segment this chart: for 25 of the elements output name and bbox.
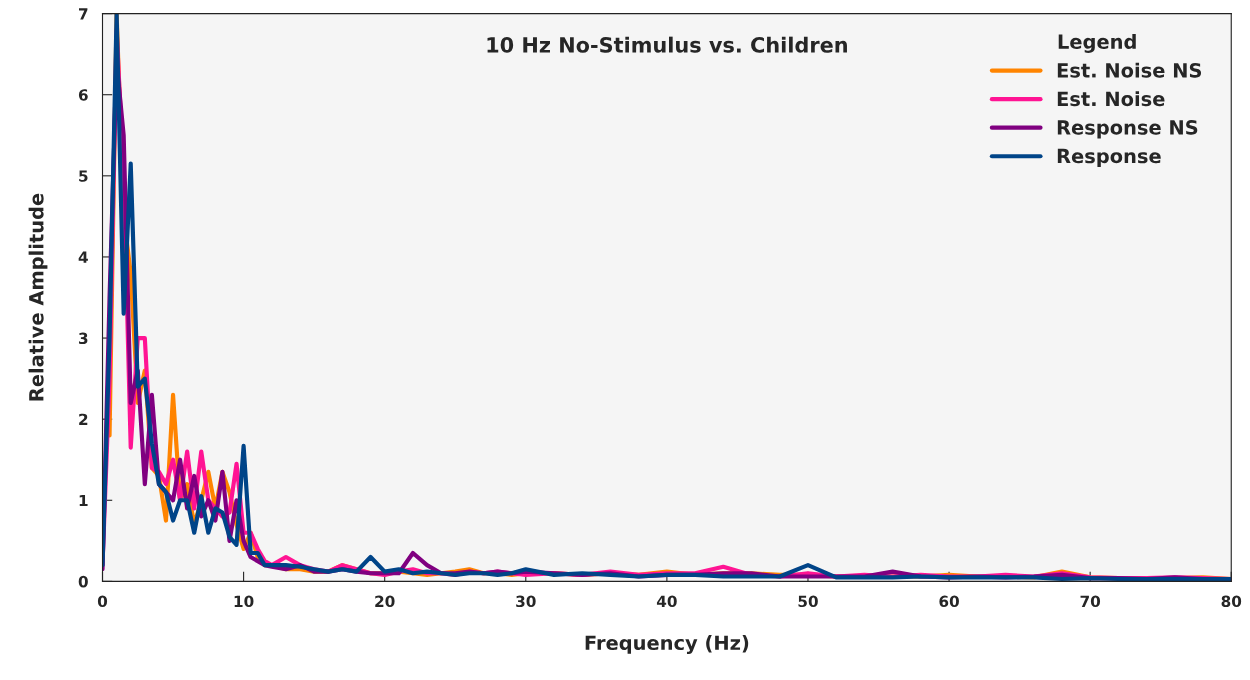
x-tick-label: 60: [939, 595, 959, 608]
x-tick-label: 20: [375, 595, 395, 608]
y-tick-label: 2: [79, 413, 88, 425]
legend-label: Est. Noise NS: [1057, 62, 1202, 78]
x-tick-label: 50: [798, 595, 818, 608]
y-tick-label: 7: [79, 8, 88, 20]
x-tick-label: 30: [516, 595, 536, 608]
y-tick-label: 1: [79, 494, 88, 507]
legend-label: Est. Noise: [1057, 91, 1165, 107]
x-tick-label: 10: [234, 595, 254, 608]
legend-title: Legend: [1058, 33, 1136, 53]
x-tick-label: 80: [1221, 595, 1242, 608]
y-tick-label: 0: [78, 575, 88, 588]
x-tick-label: 0: [97, 595, 108, 608]
x-axis-title: Frequency (Hz): [585, 635, 749, 655]
x-tick-label: 40: [656, 595, 677, 608]
y-axis-title: Relative Amplitude: [28, 193, 48, 401]
y-tick-label: 3: [79, 332, 88, 345]
y-tick-label: 5: [79, 170, 88, 182]
x-tick-label: 70: [1080, 595, 1101, 608]
y-tick-label: 6: [78, 89, 88, 101]
text: 10 Hz No-Stimulus vs. Children: [487, 36, 847, 53]
y-tick-label: 4: [78, 251, 88, 263]
legend-label: Response NS: [1057, 120, 1198, 139]
legend-label: Response: [1057, 148, 1161, 168]
